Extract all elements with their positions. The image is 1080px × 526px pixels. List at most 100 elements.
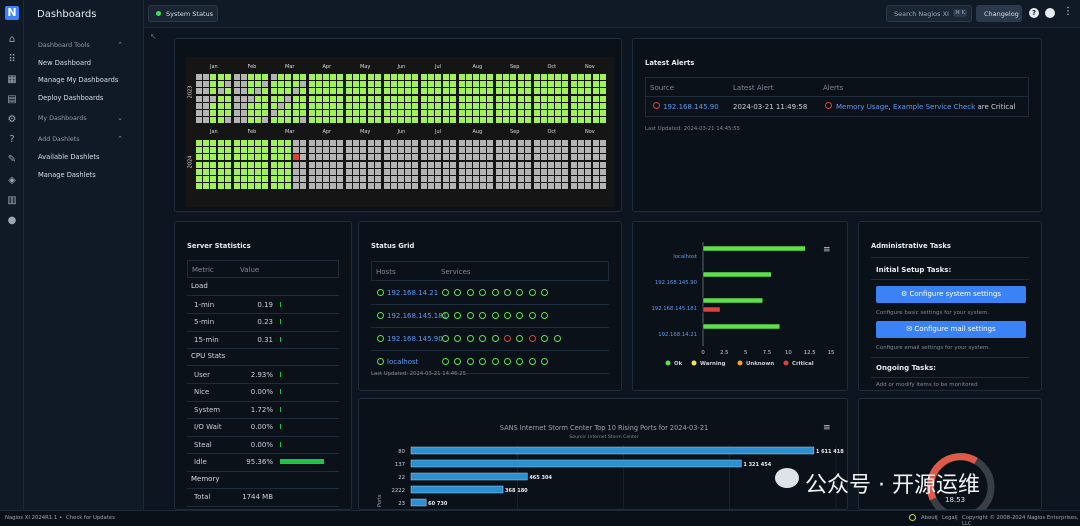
host-status-bar[interactable]	[702, 306, 721, 313]
sidebar-item-new-dashboard[interactable]: New Dashboard	[38, 59, 91, 67]
port-bar[interactable]	[410, 459, 742, 468]
service-ok-icon[interactable]	[504, 289, 511, 296]
calendar-day-cell	[360, 183, 367, 190]
sidebar-item-manage-dashboards[interactable]: Manage My Dashboards	[38, 76, 119, 84]
service-ok-icon[interactable]	[479, 312, 487, 319]
alert-service-link[interactable]: Example Service Check	[892, 103, 976, 111]
chart-icon[interactable]: ▤	[7, 94, 17, 105]
calendar-day-cell	[449, 183, 456, 190]
service-ok-icon[interactable]	[454, 358, 462, 365]
host-link[interactable]: localhost	[387, 358, 419, 366]
sidebar-item-manage-dashlets[interactable]: Manage Dashlets	[38, 171, 96, 179]
port-bar[interactable]	[410, 498, 427, 507]
changelog-button[interactable]: Changelog	[976, 5, 1022, 22]
service-ok-icon[interactable]	[541, 289, 549, 296]
legend-label[interactable]: Warning	[700, 361, 726, 367]
service-ok-icon[interactable]	[466, 289, 474, 296]
check-updates-link[interactable]: Check for Updates	[66, 515, 115, 521]
system-status-button[interactable]: System Status	[148, 5, 218, 22]
section-dashboard-tools[interactable]: Dashboard Tools	[38, 42, 90, 49]
service-ok-icon[interactable]	[491, 335, 499, 342]
legal-link[interactable]: Legal	[942, 515, 957, 521]
service-ok-icon[interactable]	[528, 358, 536, 365]
service-ok-icon[interactable]	[466, 358, 474, 365]
host-status-bar[interactable]	[702, 297, 763, 304]
service-ok-icon[interactable]	[516, 312, 524, 319]
host-link[interactable]: 192.168.145.90	[387, 335, 443, 343]
host-status-bar[interactable]	[702, 323, 781, 330]
home-icon[interactable]: ⌂	[8, 34, 16, 45]
shield-icon[interactable]: ◈	[8, 175, 16, 186]
more-menu-icon[interactable]: ⋮	[1063, 6, 1073, 17]
service-ok-icon[interactable]	[528, 289, 536, 296]
service-ok-icon[interactable]	[528, 312, 536, 319]
service-ok-icon[interactable]	[541, 312, 549, 319]
service-ok-icon[interactable]	[454, 289, 462, 296]
service-critical-icon[interactable]	[504, 335, 511, 342]
legend-label[interactable]: Ok	[674, 361, 683, 367]
service-ok-icon[interactable]	[454, 312, 462, 319]
search-input[interactable]: Search Nagios XI ⌘ K	[886, 5, 972, 22]
alert-suffix: are Critical	[977, 103, 1016, 111]
service-ok-icon[interactable]	[466, 335, 474, 342]
grid-icon[interactable]: ⠿	[8, 54, 16, 65]
chevron-up-icon[interactable]: ⌃	[117, 41, 123, 49]
about-link[interactable]: About	[921, 515, 937, 521]
chart-menu-icon[interactable]: ≡	[823, 423, 831, 433]
calendar-day-cell	[496, 140, 502, 146]
legend-label[interactable]: Critical	[792, 361, 814, 367]
configure-system-button[interactable]: ⚙ Configure system settings	[876, 286, 1026, 303]
help-icon[interactable]: ?	[9, 134, 15, 145]
service-ok-icon[interactable]	[454, 335, 462, 342]
service-ok-icon[interactable]	[516, 335, 524, 342]
port-bar[interactable]	[410, 472, 528, 481]
collapse-arrow-icon[interactable]: ↖	[150, 32, 157, 41]
building-icon[interactable]: ▥	[7, 195, 17, 206]
section-add-dashlets[interactable]: Add Dashlets	[38, 136, 80, 143]
host-status-bar[interactable]	[702, 245, 806, 252]
alert-source-link[interactable]: 192.168.145.90	[663, 103, 719, 111]
alert-service-link[interactable]: Memory Usage	[836, 103, 889, 111]
sidebar-title: Dashboards	[37, 9, 97, 20]
calendar-day-cell	[383, 74, 390, 80]
service-ok-icon[interactable]	[479, 289, 487, 296]
service-critical-icon[interactable]	[528, 335, 536, 342]
service-ok-icon[interactable]	[442, 358, 449, 365]
service-ok-icon[interactable]	[516, 358, 524, 365]
user-avatar-icon[interactable]	[1045, 8, 1055, 18]
service-ok-icon[interactable]	[541, 335, 549, 342]
port-bar[interactable]	[410, 485, 504, 494]
chevron-up-icon[interactable]: ⌃	[117, 135, 123, 143]
service-ok-icon[interactable]	[442, 335, 449, 342]
service-ok-icon[interactable]	[491, 289, 499, 296]
section-my-dashboards[interactable]: My Dashboards	[38, 115, 87, 122]
host-link[interactable]: 192.168.145.181	[387, 312, 448, 320]
chart-menu-icon[interactable]: ≡	[823, 245, 831, 255]
chevron-down-icon[interactable]: ⌄	[117, 114, 123, 122]
service-ok-icon[interactable]	[504, 312, 511, 319]
wrench-icon[interactable]: ✎	[7, 154, 17, 165]
port-bar[interactable]	[410, 446, 815, 455]
service-ok-icon[interactable]	[442, 289, 449, 296]
gear-icon[interactable]: ⚙	[7, 114, 17, 125]
service-ok-icon[interactable]	[541, 358, 549, 365]
service-ok-icon[interactable]	[516, 289, 524, 296]
service-ok-icon[interactable]	[479, 335, 487, 342]
sidebar-item-available-dashlets[interactable]: Available Dashlets	[38, 153, 100, 161]
nagios-logo[interactable]: N	[5, 6, 19, 20]
host-link[interactable]: 192.168.14.21	[387, 289, 439, 297]
legend-label[interactable]: Unknown	[746, 361, 774, 367]
configure-mail-button[interactable]: ✉ Configure mail settings	[876, 321, 1026, 338]
service-ok-icon[interactable]	[491, 358, 499, 365]
service-ok-icon[interactable]	[491, 312, 499, 319]
dashboard-icon[interactable]: ▦	[7, 74, 17, 85]
user-icon[interactable]: ●	[7, 215, 17, 226]
service-ok-icon[interactable]	[504, 358, 511, 365]
help-icon[interactable]: ?	[1029, 8, 1039, 18]
host-status-bar[interactable]	[702, 271, 772, 278]
service-ok-icon[interactable]	[442, 312, 449, 319]
service-ok-icon[interactable]	[479, 358, 487, 365]
service-ok-icon[interactable]	[553, 335, 561, 342]
sidebar-item-deploy-dashboards[interactable]: Deploy Dashboards	[38, 94, 104, 102]
service-ok-icon[interactable]	[466, 312, 474, 319]
